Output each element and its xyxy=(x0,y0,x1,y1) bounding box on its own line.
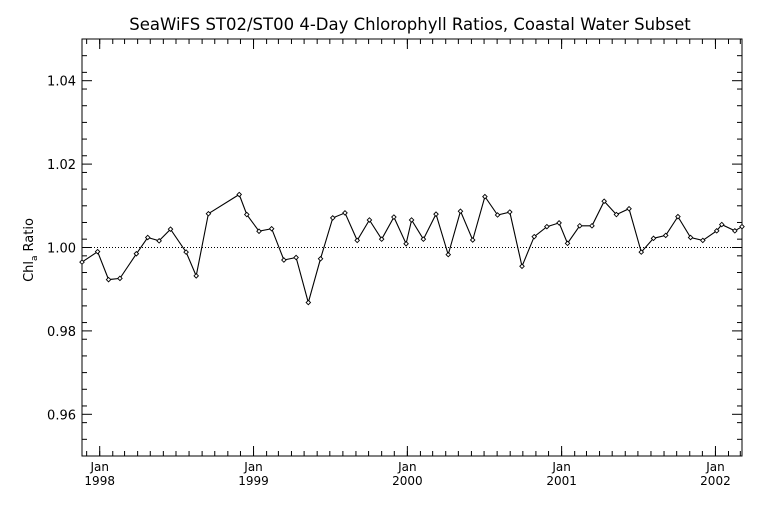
data-point xyxy=(378,236,385,242)
y-axis-label-suffix: Ratio xyxy=(22,218,37,251)
data-point xyxy=(243,211,250,218)
data-point xyxy=(183,249,189,255)
series-line xyxy=(81,193,743,305)
data-point xyxy=(366,217,373,223)
data-point xyxy=(408,217,415,223)
data-point xyxy=(739,223,745,230)
data-point xyxy=(342,210,348,216)
y-tick-label: 0.98 xyxy=(47,325,76,340)
x-tick-year: 1998 xyxy=(84,474,115,488)
data-point xyxy=(556,220,562,226)
data-point xyxy=(713,227,720,234)
data-point xyxy=(281,257,287,263)
data-point xyxy=(469,237,476,243)
data-point xyxy=(687,234,694,241)
data-point xyxy=(519,263,525,270)
x-tick-year: 2000 xyxy=(392,474,423,488)
data-point xyxy=(576,222,583,229)
y-tick-label: 0.96 xyxy=(47,408,76,423)
data-point xyxy=(445,251,452,258)
y-axis-label-subscript: a xyxy=(30,255,40,261)
data-point xyxy=(589,222,595,229)
data-point xyxy=(305,299,312,306)
data-point xyxy=(268,225,275,232)
data-point xyxy=(662,232,669,239)
data-point xyxy=(544,223,550,230)
y-axis-label-main: Chl xyxy=(22,261,37,282)
data-point xyxy=(133,250,140,257)
data-point xyxy=(167,226,174,232)
data-point xyxy=(236,191,243,198)
data-point xyxy=(193,273,200,279)
data-point xyxy=(205,210,212,217)
data-point xyxy=(156,237,162,244)
data-point xyxy=(564,240,571,247)
data-point xyxy=(293,254,299,261)
data-point xyxy=(638,249,645,255)
data-point xyxy=(94,248,101,255)
y-tick-label: 1.02 xyxy=(47,158,76,173)
data-point xyxy=(613,211,620,218)
data-point xyxy=(482,193,488,200)
x-tick-month: Jan xyxy=(397,460,417,474)
x-tick-month: Jan xyxy=(243,460,263,474)
x-tick-year: 1999 xyxy=(238,474,269,488)
y-axis-label: Chla Ratio xyxy=(22,218,40,282)
x-tick-month: Jan xyxy=(551,460,571,474)
data-point xyxy=(731,227,738,234)
data-point xyxy=(650,235,657,242)
x-tick-month: Jan xyxy=(89,460,109,474)
chart-title: SeaWiFS ST02/ST00 4-Day Chlorophyll Rati… xyxy=(129,15,691,34)
x-tick-year: 2002 xyxy=(700,474,731,488)
data-point xyxy=(601,198,608,205)
data-point xyxy=(105,276,112,283)
data-point xyxy=(79,259,85,265)
data-point xyxy=(531,233,538,240)
data-point xyxy=(433,211,439,217)
data-point xyxy=(457,208,464,215)
data-point xyxy=(317,255,324,262)
data-point xyxy=(256,228,262,235)
data-point xyxy=(329,215,336,221)
data-point xyxy=(675,213,681,220)
data-point xyxy=(403,240,409,247)
data-point xyxy=(117,275,123,282)
data-point xyxy=(420,236,427,242)
data-point xyxy=(354,237,361,244)
data-point xyxy=(391,214,397,220)
data-point xyxy=(626,205,632,212)
data-point xyxy=(144,234,151,241)
x-tick-month: Jan xyxy=(705,460,725,474)
data-point xyxy=(699,237,706,244)
data-point xyxy=(494,212,501,218)
y-axis: 0.96 0.98 1.00 1.02 1.04 xyxy=(47,38,742,457)
data-point xyxy=(506,209,513,215)
data-points xyxy=(79,191,745,306)
x-tick-year: 2001 xyxy=(546,474,577,488)
y-tick-label: 1.04 xyxy=(47,75,76,90)
data-point xyxy=(718,221,725,228)
y-tick-label: 1.00 xyxy=(47,242,76,257)
